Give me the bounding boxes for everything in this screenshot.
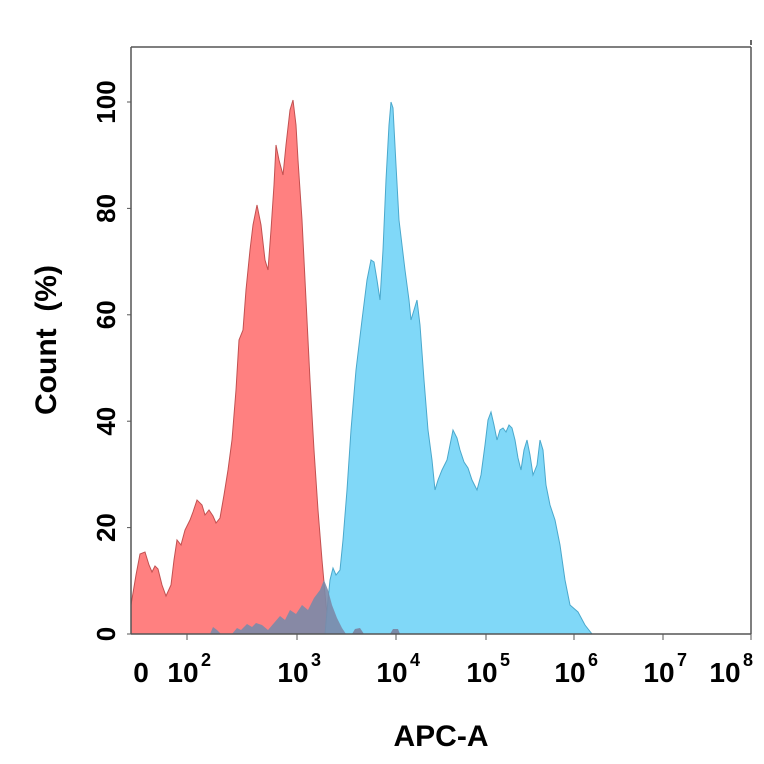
- y-tick-labels: 0 20 40 60 80 100: [91, 80, 121, 641]
- x-tick-1e2-exp: 2: [201, 650, 211, 670]
- x-tick-labels: 0 10 2 10 3 10 4 10 5 10 6 10 7 10 8: [133, 650, 753, 688]
- y-tick-40: 40: [91, 407, 121, 436]
- y-tick-80: 80: [91, 194, 121, 223]
- y-ticks: [127, 101, 131, 635]
- overlap-bump-2: [390, 629, 400, 634]
- x-tick-1e3: 10: [277, 657, 308, 688]
- y-tick-20: 20: [91, 513, 121, 542]
- y-tick-100: 100: [91, 80, 121, 123]
- x-tick-1e6-exp: 6: [588, 650, 598, 670]
- x-ticks: [186, 634, 752, 640]
- overlap-region: [210, 580, 346, 634]
- sample-histogram: [324, 101, 594, 635]
- y-tick-60: 60: [91, 300, 121, 329]
- x-tick-1e7: 10: [643, 657, 674, 688]
- x-tick-1e8-exp: 8: [743, 650, 753, 670]
- y-axis-title: Count (%): [30, 265, 63, 415]
- x-tick-1e2: 10: [167, 657, 198, 688]
- x-tick-1e5-exp: 5: [500, 650, 510, 670]
- x-tick-1e4: 10: [376, 657, 407, 688]
- y-tick-0: 0: [91, 627, 121, 641]
- x-tick-1e8: 10: [709, 657, 740, 688]
- overlap-bump-1: [352, 628, 364, 634]
- x-tick-0: 0: [133, 657, 149, 688]
- x-tick-1e5: 10: [466, 657, 497, 688]
- x-tick-1e7-exp: 7: [677, 650, 687, 670]
- x-tick-1e4-exp: 4: [410, 650, 420, 670]
- x-axis-title: APC-A: [394, 720, 489, 753]
- x-tick-1e6: 10: [554, 657, 585, 688]
- plot-frame: [130, 46, 752, 635]
- x-tick-1e3-exp: 3: [311, 650, 321, 670]
- negative-control-histogram: [130, 99, 331, 635]
